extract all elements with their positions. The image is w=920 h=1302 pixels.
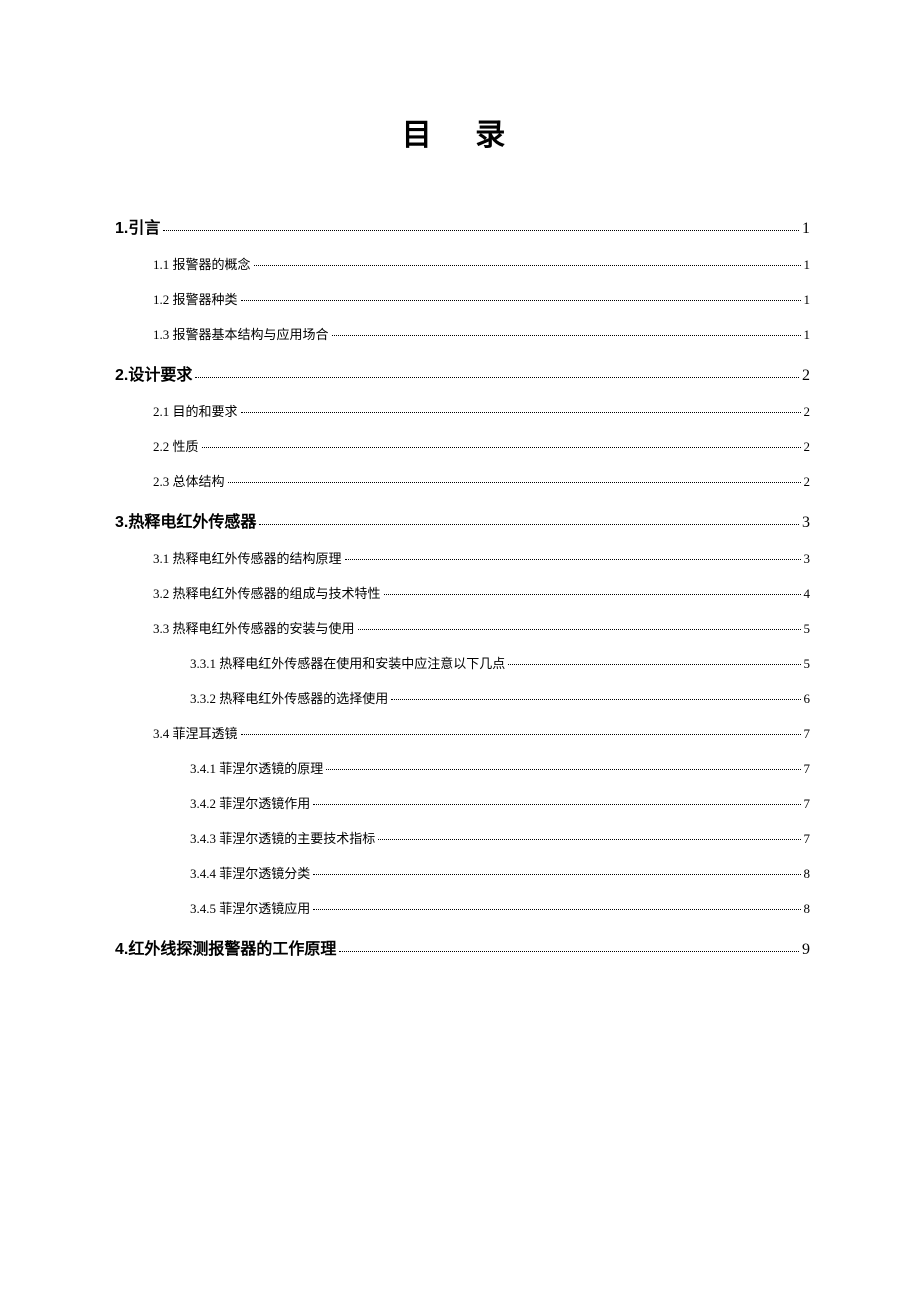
toc-entry-label: 2.3 总体结构 (153, 471, 225, 490)
toc-entry-label: 3.热释电红外传感器 (115, 508, 256, 532)
toc-entry-page: 3 (804, 551, 811, 567)
toc-leader (358, 629, 801, 630)
toc-leader (345, 559, 801, 560)
toc-entry: 3.4 菲涅耳透镜 7 (115, 723, 810, 742)
toc-entry-page: 2 (804, 404, 811, 420)
toc-leader (326, 769, 800, 770)
toc-entry-page: 1 (804, 257, 811, 273)
toc-leader (254, 265, 801, 266)
toc-entry-label: 2.2 性质 (153, 436, 199, 455)
toc-entry-page: 7 (804, 831, 811, 847)
toc-entry-label: 2.1 目的和要求 (153, 401, 238, 420)
toc-entry-page: 8 (804, 901, 811, 917)
toc-entry: 3.4.2 菲涅尔透镜作用 7 (115, 793, 810, 812)
toc-entry: 3.3 热释电红外传感器的安装与使用 5 (115, 618, 810, 637)
toc-leader (202, 447, 801, 448)
toc-title: 目 录 (115, 110, 810, 154)
toc-leader (313, 909, 800, 910)
toc-entry-label: 1.3 报警器基本结构与应用场合 (153, 324, 329, 343)
toc-leader (259, 524, 799, 525)
toc-entry-label: 3.2 热释电红外传感器的组成与技术特性 (153, 583, 381, 602)
toc-entry: 1.3 报警器基本结构与应用场合 1 (115, 324, 810, 343)
toc-entry: 1.引言 1 (115, 214, 810, 238)
toc-entry: 3.4.1 菲涅尔透镜的原理 7 (115, 758, 810, 777)
toc-entry-page: 4 (804, 586, 811, 602)
toc-container: 1.引言11.1 报警器的概念11.2 报警器种类11.3 报警器基本结构与应用… (115, 214, 810, 959)
toc-entry-page: 1 (802, 220, 810, 238)
toc-entry: 1.2 报警器种类 1 (115, 289, 810, 308)
toc-entry-page: 7 (804, 726, 811, 742)
toc-leader (508, 664, 800, 665)
toc-entry-page: 8 (804, 866, 811, 882)
toc-entry-label: 3.4.5 菲涅尔透镜应用 (190, 898, 310, 917)
toc-leader (339, 951, 799, 952)
toc-entry: 2.1 目的和要求 2 (115, 401, 810, 420)
toc-entry-page: 2 (804, 439, 811, 455)
toc-entry-page: 5 (804, 656, 811, 672)
toc-entry: 2.3 总体结构 2 (115, 471, 810, 490)
toc-entry-label: 3.3.1 热释电红外传感器在使用和安装中应注意以下几点 (190, 653, 505, 672)
toc-leader (241, 734, 801, 735)
toc-leader (195, 377, 799, 378)
toc-leader (228, 482, 801, 483)
toc-entry-label: 3.4.3 菲涅尔透镜的主要技术指标 (190, 828, 375, 847)
toc-entry-label: 1.1 报警器的概念 (153, 254, 251, 273)
toc-leader (313, 874, 800, 875)
toc-leader (384, 594, 801, 595)
toc-leader (378, 839, 800, 840)
toc-entry-page: 2 (804, 474, 811, 490)
toc-leader (391, 699, 800, 700)
toc-entry-page: 2 (802, 367, 810, 385)
toc-entry: 2.2 性质 2 (115, 436, 810, 455)
toc-entry-label: 3.3.2 热释电红外传感器的选择使用 (190, 688, 388, 707)
toc-entry-page: 7 (804, 796, 811, 812)
toc-entry-page: 5 (804, 621, 811, 637)
toc-leader (313, 804, 800, 805)
toc-leader (332, 335, 801, 336)
toc-entry-label: 3.4.1 菲涅尔透镜的原理 (190, 758, 323, 777)
toc-entry-page: 6 (804, 691, 811, 707)
toc-entry-label: 4.红外线探测报警器的工作原理 (115, 935, 336, 959)
toc-entry-label: 3.1 热释电红外传感器的结构原理 (153, 548, 342, 567)
toc-entry-label: 3.4.4 菲涅尔透镜分类 (190, 863, 310, 882)
toc-entry-page: 9 (802, 941, 810, 959)
toc-leader (163, 230, 799, 231)
toc-entry: 3.1 热释电红外传感器的结构原理 3 (115, 548, 810, 567)
toc-entry-page: 7 (804, 761, 811, 777)
toc-entry: 4.红外线探测报警器的工作原理 9 (115, 935, 810, 959)
toc-entry: 3.4.3 菲涅尔透镜的主要技术指标 7 (115, 828, 810, 847)
toc-entry: 3.4.4 菲涅尔透镜分类 8 (115, 863, 810, 882)
toc-entry-label: 3.4.2 菲涅尔透镜作用 (190, 793, 310, 812)
toc-entry-page: 3 (802, 514, 810, 532)
toc-entry-label: 3.3 热释电红外传感器的安装与使用 (153, 618, 355, 637)
toc-entry: 3.3.1 热释电红外传感器在使用和安装中应注意以下几点 5 (115, 653, 810, 672)
toc-entry: 3.3.2 热释电红外传感器的选择使用 6 (115, 688, 810, 707)
toc-entry: 2.设计要求 2 (115, 361, 810, 385)
toc-entry: 3.4.5 菲涅尔透镜应用 8 (115, 898, 810, 917)
toc-leader (241, 412, 801, 413)
toc-entry-page: 1 (804, 292, 811, 308)
toc-entry-page: 1 (804, 327, 811, 343)
toc-entry-label: 3.4 菲涅耳透镜 (153, 723, 238, 742)
toc-entry: 3.2 热释电红外传感器的组成与技术特性 4 (115, 583, 810, 602)
toc-leader (241, 300, 801, 301)
toc-entry: 3.热释电红外传感器 3 (115, 508, 810, 532)
toc-entry-label: 2.设计要求 (115, 361, 192, 385)
toc-entry: 1.1 报警器的概念 1 (115, 254, 810, 273)
toc-entry-label: 1.引言 (115, 214, 160, 238)
toc-entry-label: 1.2 报警器种类 (153, 289, 238, 308)
